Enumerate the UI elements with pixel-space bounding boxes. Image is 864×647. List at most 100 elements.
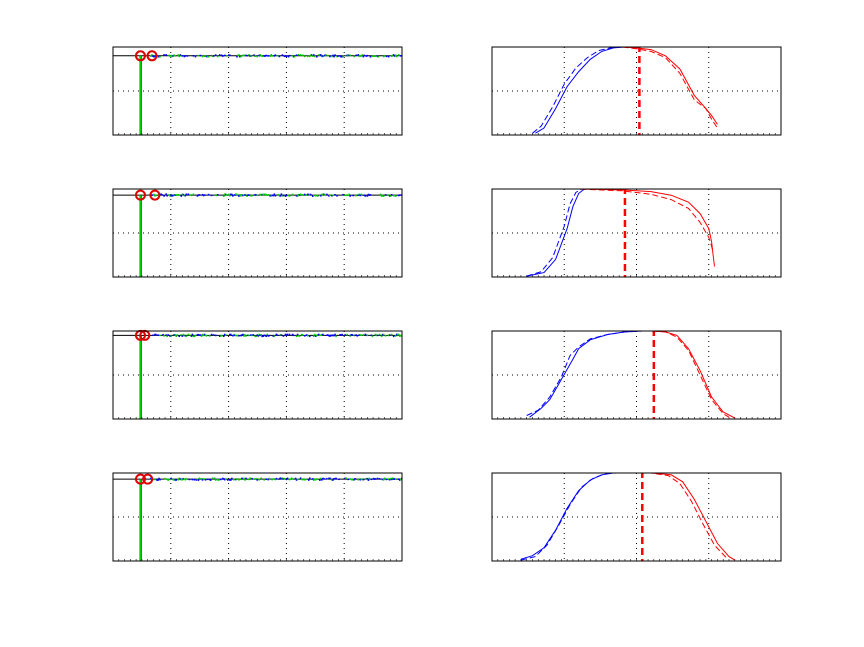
scatter-point — [313, 55, 316, 58]
scatter-point — [329, 477, 331, 480]
scatter-point — [366, 477, 369, 480]
scatter-point — [359, 55, 362, 57]
plot-area — [113, 333, 402, 419]
scatter-point — [154, 55, 156, 58]
scatter-point — [258, 333, 260, 336]
scatter-point — [321, 55, 323, 58]
scatter-point — [219, 335, 222, 337]
series-line-blue-dashed — [526, 331, 724, 416]
scatter-point — [332, 479, 334, 481]
scatter-point — [229, 194, 231, 197]
scatter-point — [228, 193, 230, 196]
scatter-point — [253, 54, 255, 56]
scatter-point — [235, 478, 237, 481]
scatter-point — [347, 54, 349, 56]
scatter-point — [303, 478, 306, 481]
scatter-point — [286, 477, 289, 480]
plot-area — [526, 331, 736, 419]
scatter-point — [315, 335, 317, 337]
scatter-point — [370, 334, 373, 337]
scatter-point — [188, 478, 191, 481]
scatter-point — [395, 333, 398, 336]
scatter-point — [389, 477, 392, 480]
scatter-point — [387, 194, 390, 196]
scatter-point — [325, 54, 327, 56]
scatter-point — [173, 478, 176, 481]
scatter-point — [308, 335, 311, 338]
scatter-point — [332, 334, 334, 337]
scatter-point — [365, 55, 368, 57]
scatter-point — [371, 335, 374, 338]
scatter-point — [360, 334, 363, 337]
scatter-point — [278, 478, 281, 480]
panel-left-4 — [112, 472, 403, 562]
scatter-point — [284, 333, 287, 336]
scatter-point — [280, 477, 283, 480]
scatter-point — [311, 195, 314, 197]
scatter-point — [308, 55, 311, 58]
axes-frame — [112, 330, 403, 420]
scatter-point — [384, 194, 387, 196]
scatter-point — [334, 333, 336, 336]
scatter-point — [170, 194, 172, 197]
scatter-point — [324, 193, 326, 196]
scatter-point — [392, 478, 395, 480]
scatter-point — [394, 335, 397, 337]
scatter-point — [192, 55, 195, 57]
scatter-point — [324, 54, 326, 57]
scatter-point — [326, 193, 328, 196]
scatter-point — [258, 478, 260, 481]
scatter-point — [332, 54, 334, 57]
scatter-point — [169, 335, 171, 337]
axes-frame — [491, 188, 782, 278]
scatter-point — [269, 55, 272, 58]
scatter-point — [240, 478, 242, 481]
scatter-point — [263, 478, 266, 481]
scatter-point — [316, 55, 318, 58]
scatter-point — [332, 194, 334, 197]
scatter-point — [265, 335, 268, 337]
scatter-point — [256, 194, 258, 197]
scatter-point — [194, 334, 197, 337]
scatter-point — [267, 194, 270, 196]
scatter-point — [391, 54, 394, 57]
scatter-point — [282, 194, 285, 197]
scatter-point — [171, 195, 173, 197]
scatter-point — [205, 334, 208, 337]
scatter-point — [238, 334, 240, 337]
scatter-point — [211, 477, 214, 480]
scatter-point — [353, 55, 356, 58]
scatter-point — [282, 478, 285, 480]
scatter-point — [362, 334, 365, 336]
scatter-point — [267, 335, 270, 337]
scatter-point — [382, 478, 385, 481]
scatter-point — [310, 54, 313, 56]
scatter-point — [285, 334, 288, 336]
scatter-point — [349, 54, 352, 57]
scatter-point — [319, 334, 321, 336]
scatter-point — [291, 333, 294, 336]
scatter-point — [385, 478, 388, 481]
scatter-point — [320, 54, 322, 56]
scatter-point — [395, 55, 398, 58]
scatter-point — [379, 193, 382, 196]
scatter-point — [287, 55, 290, 58]
scatter-point — [236, 55, 238, 58]
scatter-point — [389, 195, 392, 197]
scatter-point — [185, 335, 188, 338]
scatter-point — [392, 194, 395, 197]
scatter-point — [189, 194, 192, 196]
scatter-point — [355, 334, 358, 336]
scatter-point — [374, 55, 377, 57]
scatter-point — [238, 54, 240, 56]
scatter-point — [329, 335, 331, 337]
scatter-point — [273, 55, 276, 57]
scatter-point — [277, 193, 280, 196]
scatter-point — [254, 55, 256, 57]
scatter-point — [390, 193, 393, 196]
scatter-point — [271, 55, 274, 57]
scatter-point — [295, 54, 298, 57]
scatter-point — [216, 194, 219, 196]
scatter-point — [256, 479, 258, 481]
scatter-point — [284, 55, 287, 57]
